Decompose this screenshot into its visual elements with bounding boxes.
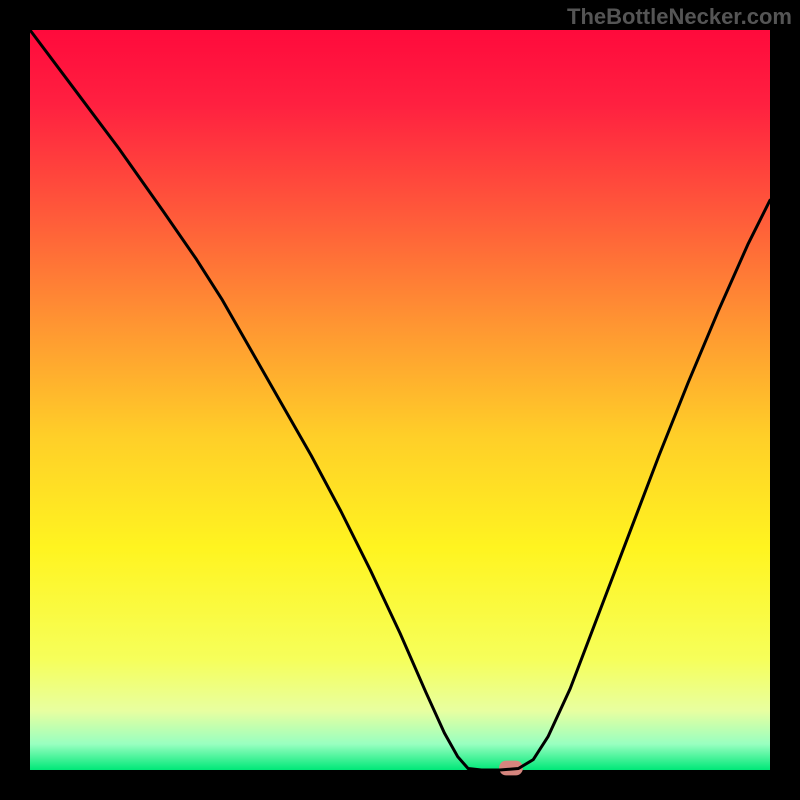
bottleneck-chart: TheBottleNecker.com xyxy=(0,0,800,800)
watermark-text: TheBottleNecker.com xyxy=(567,4,792,30)
chart-svg xyxy=(0,0,800,800)
